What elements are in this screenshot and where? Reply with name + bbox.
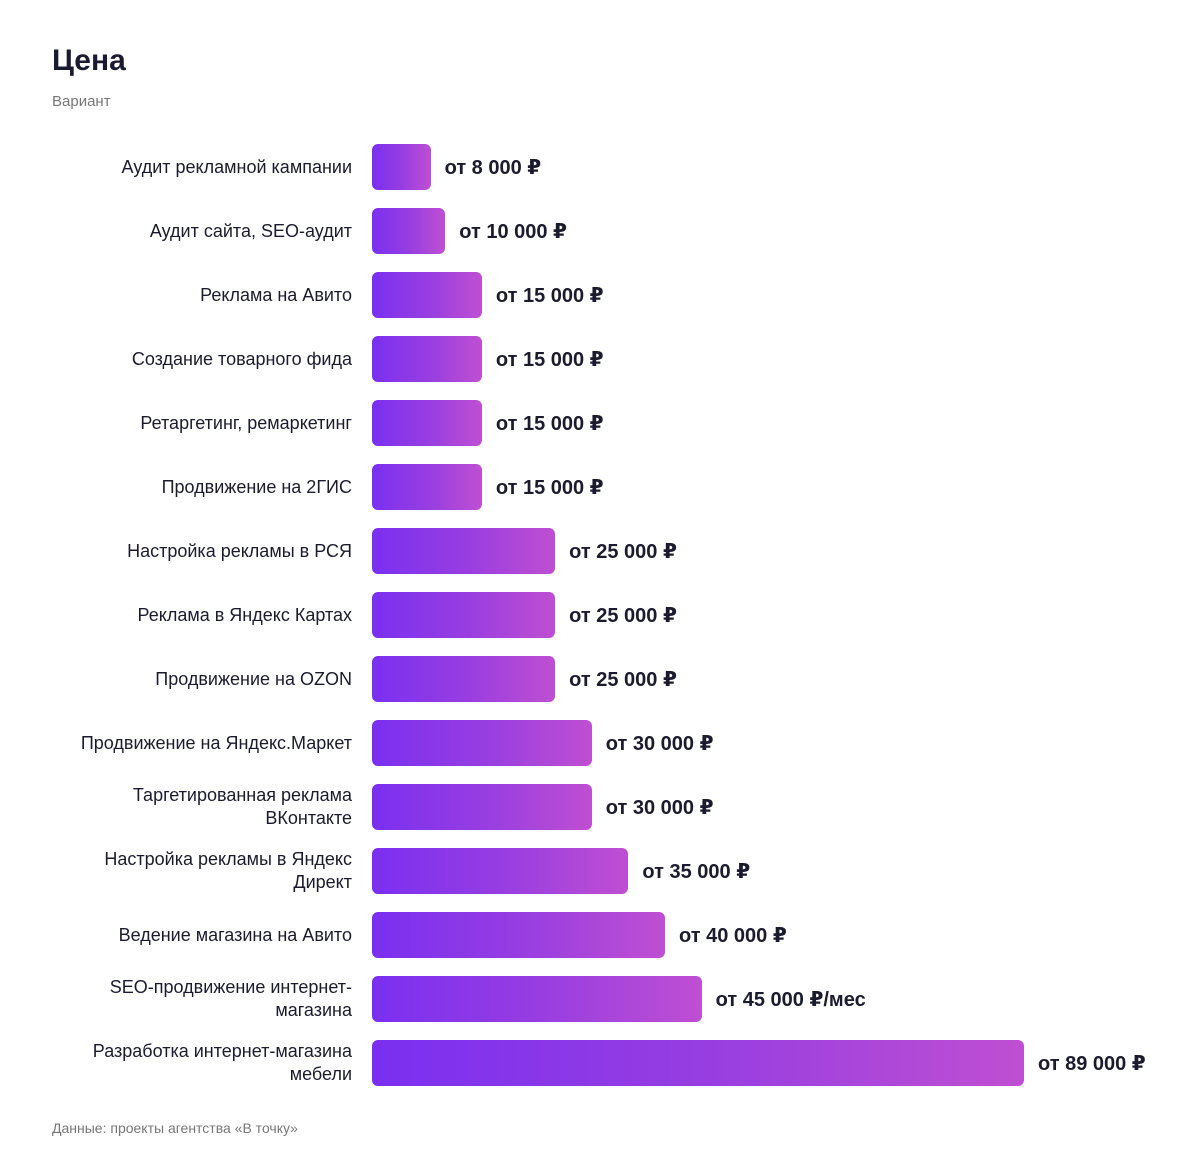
bar-row: Аудит сайта, SEO-аудит от 10 000 ₽	[52, 208, 1192, 254]
bar-row: Ретаргетинг, ремаркетинг от 15 000 ₽	[52, 400, 1192, 446]
chart-title: Цена	[52, 44, 126, 77]
bar	[372, 208, 446, 254]
bar-list: Аудит рекламной кампании от 8 000 ₽ Аудит …	[52, 144, 1192, 1086]
bar	[372, 1040, 1024, 1086]
bar-row: SEO-продвижение интернет-магазина от 45 0…	[52, 976, 1192, 1022]
value-label: от 89 000 ₽	[1038, 1052, 1146, 1075]
source-note: Данные: проекты агентства «В точку»	[52, 1120, 298, 1136]
value-label: от 30 000 ₽	[605, 796, 714, 819]
bar-row: Настройка рекламы в РСЯ от 25 000 ₽	[52, 528, 1192, 574]
bar-row: Ведение магазина на Авито от 40 000 ₽	[52, 912, 1192, 958]
value-label: от 8 000 ₽	[444, 156, 542, 179]
category-label: Продвижение на Яндекс.Маркет	[80, 732, 352, 753]
category-label: Создание товарного фида	[131, 348, 352, 369]
bar-row: Аудит рекламной кампании от 8 000 ₽	[52, 144, 1192, 190]
category-label: Реклама в Яндекс Картах	[137, 604, 352, 625]
value-label: от 35 000 ₽	[642, 860, 751, 883]
value-label: от 25 000 ₽	[569, 604, 677, 627]
category-label: Аудит рекламной кампании	[121, 156, 352, 177]
value-label: от 15 000 ₽	[495, 284, 604, 307]
category-label: Продвижение на 2ГИС	[161, 476, 352, 497]
bar	[372, 976, 702, 1022]
category-label: Ретаргетинг, ремаркетинг	[140, 412, 352, 433]
value-label: от 30 000 ₽	[605, 732, 714, 755]
value-label: от 25 000 ₽	[569, 668, 677, 691]
bar-row: Продвижение на OZON от 25 000 ₽	[52, 656, 1192, 702]
value-label: от 25 000 ₽	[569, 540, 677, 563]
category-label: Разработка интернет-магазина мебели	[92, 1041, 352, 1084]
chart-subtitle: Вариант	[52, 93, 111, 110]
category-label: Настройка рекламы в РСЯ	[127, 540, 352, 561]
bar	[372, 272, 482, 318]
bar-row: Таргетированная реклама ВКонтакте от 30 0…	[52, 784, 1192, 830]
bar-row: Продвижение на Яндекс.Маркет от 30 000 ₽	[52, 720, 1192, 766]
bar	[372, 784, 592, 830]
bar	[372, 848, 629, 894]
bar-row: Продвижение на 2ГИС от 15 000 ₽	[52, 464, 1192, 510]
bar	[372, 144, 431, 190]
category-label: Реклама на Авито	[200, 284, 352, 305]
bar	[372, 656, 556, 702]
bar	[372, 336, 482, 382]
bar	[372, 528, 556, 574]
bar-row: Настройка рекламы в Яндекс Директ от 35 0…	[52, 848, 1192, 894]
category-label: Продвижение на OZON	[155, 668, 352, 689]
bar	[372, 720, 592, 766]
value-label: от 10 000 ₽	[459, 220, 567, 243]
category-label: Ведение магазина на Авито	[118, 924, 352, 945]
value-label: от 15 000 ₽	[495, 348, 604, 371]
bar-row: Реклама в Яндекс Картах от 25 000 ₽	[52, 592, 1192, 638]
category-label: SEO-продвижение интернет-магазина	[109, 977, 352, 1020]
value-label: от 15 000 ₽	[495, 476, 604, 499]
bar	[372, 464, 482, 510]
bar	[372, 400, 482, 446]
value-label: от 15 000 ₽	[495, 412, 604, 435]
value-label: от 40 000 ₽	[679, 924, 787, 947]
bar-row: Разработка интернет-магазина мебели от 89…	[52, 1040, 1192, 1086]
value-label: от 45 000 ₽/мес	[715, 988, 866, 1011]
category-label: Аудит сайта, SEO-аудит	[149, 220, 352, 241]
category-label: Настройка рекламы в Яндекс Директ	[104, 849, 352, 892]
bar	[372, 592, 556, 638]
bar-row: Реклама на Авито от 15 000 ₽	[52, 272, 1192, 318]
bar	[372, 912, 666, 958]
bar-row: Создание товарного фида от 15 000 ₽	[52, 336, 1192, 382]
category-label: Таргетированная реклама ВКонтакте	[132, 785, 352, 828]
